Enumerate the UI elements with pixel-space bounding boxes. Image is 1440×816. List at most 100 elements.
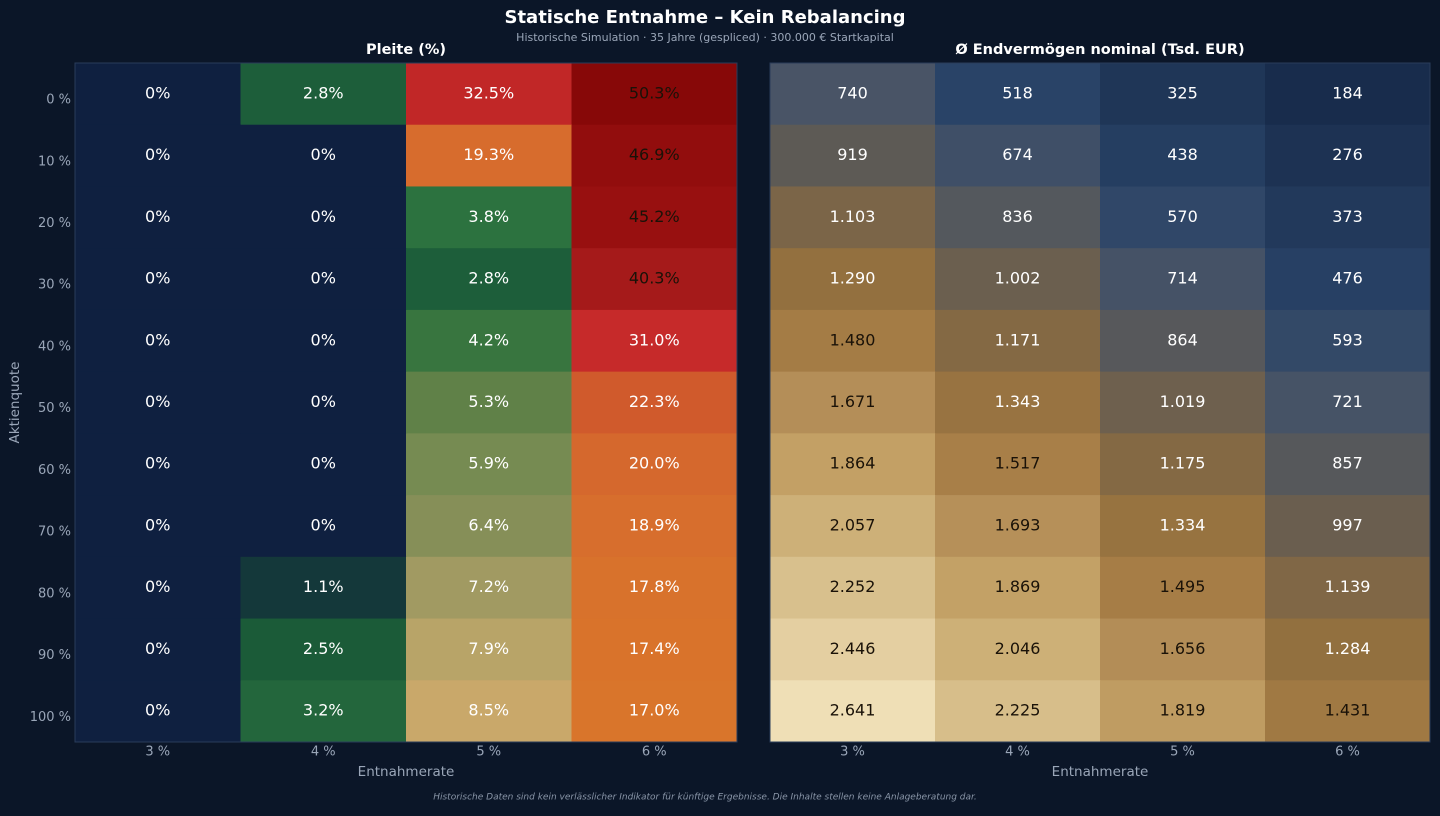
cell [571,248,738,311]
cell-label: 1.284 [1325,639,1371,658]
y-tick-label: 80 % [38,586,71,601]
y-tick-label: 90 % [38,648,71,663]
cell [935,309,1101,373]
cell [75,556,241,620]
cell [1100,63,1266,126]
cell-label: 593 [1332,330,1363,349]
cell [1265,371,1431,434]
cell [1265,495,1431,558]
cell-label: 8.5% [468,701,509,720]
cell [1100,186,1266,249]
cell [75,371,241,434]
cell-label: 0% [311,515,336,534]
cell [406,371,572,434]
cell-label: 1.819 [1160,701,1206,720]
cell-label: 0% [311,454,336,473]
x-tick-label: 6 % [1335,745,1360,760]
cell-label: 2.446 [830,639,876,658]
subtitle: Historische Simulation · 35 Jahre (gespl… [516,31,894,44]
cell [571,433,738,496]
cell-label: 2.252 [830,577,876,596]
cell-label: 1.480 [830,330,876,349]
cell-label: 3.2% [303,701,344,720]
panel-title: Pleite (%) [366,42,446,58]
cell [770,556,936,620]
cell [240,248,407,311]
cell-label: 2.8% [468,269,509,288]
cell-label: 7.9% [468,639,509,658]
cell-label: 1.139 [1325,577,1371,596]
cell [1265,63,1431,126]
cell-label: 721 [1332,392,1363,411]
cell [1100,433,1266,496]
cell [406,309,572,373]
cell-label: 0% [311,330,336,349]
cell [406,248,572,311]
cell [240,63,407,126]
cell-label: 1.175 [1160,454,1206,473]
cell [75,309,241,373]
cell [75,618,241,681]
cell-label: 184 [1332,83,1363,102]
cell [240,618,407,681]
cell-label: 1.869 [995,577,1041,596]
cell [1265,124,1431,187]
cell [1100,371,1266,434]
cell [1100,680,1266,743]
cell-label: 373 [1332,207,1363,226]
cell [1100,556,1266,620]
cell-label: 0% [311,207,336,226]
cell [1100,309,1266,373]
cell [406,186,572,249]
cell [1100,495,1266,558]
x-tick-label: 4 % [311,745,336,760]
cell [571,309,738,373]
footer: Historische Daten sind kein verlässliche… [433,793,977,803]
cell-label: 857 [1332,454,1363,473]
cell [770,186,936,249]
cell-label: 2.046 [995,639,1041,658]
cell [240,124,407,187]
panel-title: Ø Endvermögen nominal (Tsd. EUR) [955,42,1244,58]
cell-label: 1.343 [995,392,1041,411]
cell-label: 0% [145,269,170,288]
cell [240,556,407,620]
y-tick-label: 0 % [46,93,71,108]
cell-label: 0% [311,145,336,164]
cell [240,495,407,558]
cell-label: 1.864 [830,454,876,473]
cell [406,618,572,681]
cell-label: 0% [145,330,170,349]
x-axis-label: Entnahmerate [358,764,455,780]
cell [406,556,572,620]
cell-label: 2.057 [830,515,876,534]
cell [1100,124,1266,187]
cell [571,495,738,558]
x-tick-label: 5 % [476,745,501,760]
cell-label: 17.8% [629,577,680,596]
cell [75,124,241,187]
cell-label: 714 [1167,269,1198,288]
cell-label: 0% [145,454,170,473]
cell-label: 0% [145,145,170,164]
cell-label: 1.019 [1160,392,1206,411]
cell [571,680,738,743]
y-tick-label: 20 % [38,216,71,231]
cell-label: 325 [1167,83,1198,102]
cell [571,63,738,126]
cell-label: 17.0% [629,701,680,720]
cell-label: 1.517 [995,454,1041,473]
cell [571,371,738,434]
cell [1265,618,1431,681]
cell [406,433,572,496]
cell [770,371,936,434]
cell-label: 1.290 [830,269,876,288]
cell-label: 20.0% [629,454,680,473]
y-tick-label: 60 % [38,463,71,478]
cell-label: 46.9% [629,145,680,164]
cell [935,495,1101,558]
cell-label: 0% [145,515,170,534]
cell-label: 18.9% [629,515,680,534]
cell [770,433,936,496]
cell-label: 1.1% [303,577,344,596]
